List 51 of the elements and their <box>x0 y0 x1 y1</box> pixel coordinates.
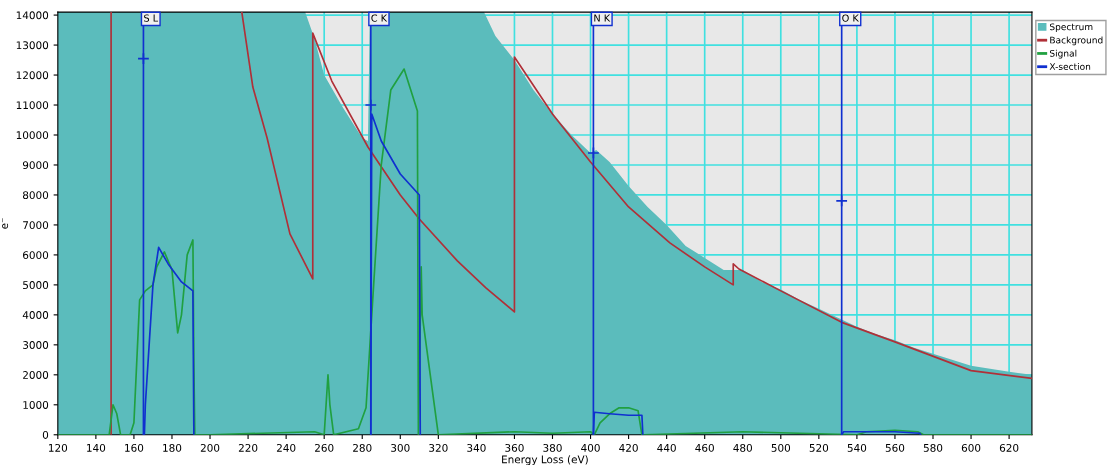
x-tick-label: 140 <box>87 443 106 452</box>
legend-label: Background <box>1050 36 1103 46</box>
x-tick-label: 160 <box>125 443 144 452</box>
x-tick-label: 180 <box>163 443 182 452</box>
y-tick-label: 3000 <box>23 341 49 349</box>
x-tick-label: 540 <box>847 443 867 452</box>
x-tick-label: 380 <box>543 443 562 452</box>
x-tick-label: 300 <box>391 443 410 452</box>
y-tick-label: 2000 <box>23 371 49 379</box>
legend-label: Spectrum <box>1049 23 1093 32</box>
ref-line-label: C K <box>371 14 388 22</box>
y-tick-label: 7000 <box>23 221 49 230</box>
x-tick-label: 600 <box>961 443 981 452</box>
x-tick-label: 580 <box>923 443 943 452</box>
y-tick-label: 12000 <box>16 71 49 80</box>
x-tick-label: 440 <box>657 443 676 452</box>
ref-line-label: N K <box>594 14 611 22</box>
x-tick-label: 360 <box>505 443 524 452</box>
x-tick-label: 280 <box>353 443 372 452</box>
x-tick-label: 400 <box>581 443 600 452</box>
x-tick-label: 520 <box>809 443 829 452</box>
x-tick-label: 200 <box>200 443 220 452</box>
x-axis-title: Energy Loss (eV) <box>502 455 588 465</box>
y-tick-label: 13000 <box>16 41 49 50</box>
y-tick-label: 11000 <box>16 101 49 110</box>
y-axis-title: e⁻ <box>2 218 9 229</box>
ref-line-label: O K <box>842 14 859 22</box>
x-tick-label: 340 <box>467 443 486 452</box>
legend-label: Signal <box>1049 49 1077 59</box>
x-tick-label: 240 <box>276 443 296 452</box>
ref-line-label: S L <box>144 14 159 22</box>
x-tick-label: 480 <box>733 443 752 452</box>
x-tick-label: 420 <box>619 443 638 452</box>
x-tick-label: 620 <box>999 443 1019 452</box>
y-tick-label: 8000 <box>22 191 49 200</box>
x-tick-label: 460 <box>695 443 714 452</box>
y-tick-label: 4000 <box>22 311 49 319</box>
y-tick-label: 0 <box>42 431 49 439</box>
x-tick-label: 500 <box>771 443 791 452</box>
x-tick-label: 260 <box>315 443 334 452</box>
x-tick-label: 220 <box>238 443 258 452</box>
x-tick-label: 120 <box>49 443 68 452</box>
y-tick-label: 14000 <box>16 11 49 20</box>
y-tick-label: 1000 <box>23 401 49 409</box>
y-tick-label: 10000 <box>16 131 49 140</box>
legend-label: X-section <box>1049 63 1091 70</box>
x-tick-label: 320 <box>429 443 448 452</box>
y-tick-label: 6000 <box>23 251 49 260</box>
x-tick-label: 560 <box>885 443 905 452</box>
y-tick-label: 9000 <box>22 161 49 170</box>
y-tick-label: 5000 <box>23 281 49 289</box>
